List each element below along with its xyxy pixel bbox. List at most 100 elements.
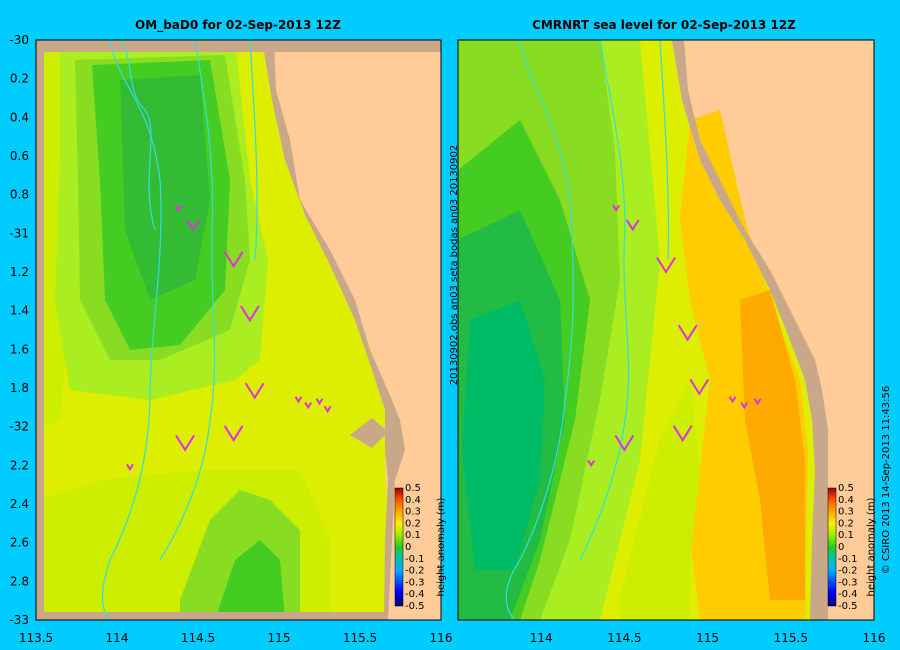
right-x-tick-label: 114 <box>530 631 553 645</box>
right-teal <box>462 300 545 570</box>
colorbar-tick-label: 0 <box>838 542 844 553</box>
velocity-arrow <box>175 434 195 452</box>
colorbar-tick-label: -0.5 <box>838 601 858 612</box>
right-x-tick-label: 114.5 <box>607 631 641 645</box>
left-island <box>350 418 388 448</box>
left-x-tick-label: 114.5 <box>181 631 215 645</box>
right-arrows <box>587 204 762 468</box>
right-x-ticks: 114 114.5 115 115.5 116 <box>530 631 886 645</box>
left-y-tick-label: 1.8 <box>10 381 29 395</box>
right-x-tick-label: 115.5 <box>774 631 808 645</box>
left-shelf <box>262 40 405 620</box>
right-title: CMRNRT sea level for 02-Sep-2013 12Z <box>532 18 796 32</box>
velocity-arrow <box>753 398 762 406</box>
colorbar-tick-label: 0.4 <box>838 495 854 506</box>
velocity-arrow <box>126 463 134 472</box>
right-shelf <box>672 40 828 620</box>
colorbar-tick-label: -0.3 <box>405 577 425 588</box>
velocity-arrow <box>614 434 635 452</box>
left-y-tick-label: 0.2 <box>10 72 29 86</box>
velocity-arrow <box>304 402 313 410</box>
colorbar-tick-label: 0.4 <box>405 495 421 506</box>
left-colorbar-gradient <box>394 487 404 607</box>
velocity-arrow <box>186 219 200 232</box>
right-panel: CMRNRT sea level for 02-Sep-2013 12Z 114… <box>449 18 892 645</box>
velocity-arrow <box>223 251 244 269</box>
right-map <box>458 40 874 620</box>
colorbar-tick-label: 0.3 <box>838 507 854 518</box>
left-colorbar-label: height anomaly (m) <box>436 497 447 596</box>
right-left-annotation: 20130902.obs an03 seta bodas an03 201309… <box>449 145 460 386</box>
velocity-arrow <box>656 257 676 274</box>
velocity-arrow <box>612 204 620 213</box>
left-y-tick-label: -30 <box>9 33 29 47</box>
velocity-arrow <box>294 396 303 404</box>
velocity-arrow <box>323 405 332 414</box>
left-y-tick-label: 1.2 <box>10 265 29 279</box>
left-title: OM_baD0 for 02-Sep-2013 12Z <box>135 18 341 33</box>
right-south-yellowgreen <box>620 380 700 620</box>
left-left-border <box>36 40 44 620</box>
left-y-tick-label: 2.6 <box>10 536 29 550</box>
colorbar-tick-label: -0.5 <box>405 601 425 612</box>
left-colorbar: 0.50.40.30.20.10-0.1-0.2-0.3-0.4-0.5 hei… <box>394 483 447 612</box>
left-y-tick-label: 2.2 <box>10 458 29 472</box>
velocity-arrow <box>689 378 710 396</box>
velocity-arrow <box>587 460 595 468</box>
velocity-arrow <box>672 425 693 443</box>
velocity-arrow <box>625 219 640 232</box>
right-x-tick-label: 116 <box>863 631 886 645</box>
colorbar-tick-label: 0.5 <box>405 483 421 494</box>
colorbar-tick-label: -0.1 <box>838 554 858 565</box>
left-y-tick-label: 0.8 <box>10 188 29 202</box>
colorbar-tick-label: -0.2 <box>838 566 858 577</box>
left-frame <box>35 39 442 621</box>
left-y-tick-label: 1.4 <box>10 304 29 318</box>
velocity-arrow <box>244 382 265 400</box>
right-trajectories <box>505 40 670 620</box>
colorbar-tick-label: -0.4 <box>405 589 425 600</box>
right-colorbar-ticks: 0.50.40.30.20.10-0.1-0.2-0.3-0.4-0.5 <box>838 483 858 612</box>
colorbar-tick-label: 0.2 <box>405 518 421 529</box>
left-darkest-green <box>120 75 210 300</box>
velocity-arrow <box>677 324 698 342</box>
left-x-tick-label: 113.5 <box>19 631 53 645</box>
left-trajectories <box>101 40 258 620</box>
left-x-tick-label: 115.5 <box>343 631 377 645</box>
left-y-tick-label: -33 <box>9 613 29 627</box>
left-x-tick-label: 115 <box>268 631 291 645</box>
colorbar-tick-label: -0.3 <box>838 577 858 588</box>
colorbar-tick-label: -0.1 <box>405 554 425 565</box>
left-y-tick-label: 2.4 <box>10 497 29 511</box>
right-frame <box>457 39 875 621</box>
left-arrows <box>126 204 332 472</box>
left-y-tick-label: 1.6 <box>10 342 29 356</box>
colorbar-tick-label: 0.1 <box>405 530 421 541</box>
colorbar-tick-label: 0.2 <box>838 518 854 529</box>
credit-text: © CSIRO 2013 14-Sep-2013 11:43:56 <box>881 386 892 574</box>
left-bottom-border <box>36 612 386 620</box>
left-top-border <box>36 40 441 52</box>
colorbar-tick-label: 0 <box>405 542 411 553</box>
left-y-tick-label: -32 <box>9 420 29 434</box>
left-x-ticks: 113.5 114 114.5 115 115.5 116 <box>19 631 453 645</box>
right-colorbar-label: height anomaly (m) <box>866 497 877 596</box>
right-deep-orange <box>740 290 805 600</box>
velocity-arrow <box>740 402 749 410</box>
left-y-tick-label: -31 <box>9 226 29 240</box>
velocity-arrow <box>239 305 260 323</box>
left-y-ticks: -30 0.2 0.4 0.6 0.8 -31 1.2 1.4 1.6 1.8 -32 2.2 2.4 2… <box>9 33 29 627</box>
right-colorbar-gradient <box>827 487 837 607</box>
colorbar-tick-label: -0.2 <box>405 566 425 577</box>
velocity-arrow <box>223 425 244 443</box>
left-colorbar-ticks: 0.50.40.30.20.10-0.1-0.2-0.3-0.4-0.5 <box>405 483 425 612</box>
right-colorbar: 0.50.40.30.20.10-0.1-0.2-0.3-0.4-0.5 hei… <box>827 483 877 612</box>
velocity-arrow <box>315 398 324 406</box>
colorbar-tick-label: -0.4 <box>838 589 858 600</box>
left-x-tick-label: 114 <box>106 631 129 645</box>
left-panel: OM_baD0 for 02-Sep-2013 12Z <box>9 18 452 645</box>
left-y-tick-label: 2.8 <box>10 574 29 588</box>
velocity-arrow <box>728 396 737 404</box>
colorbar-tick-label: 0.3 <box>405 507 421 518</box>
